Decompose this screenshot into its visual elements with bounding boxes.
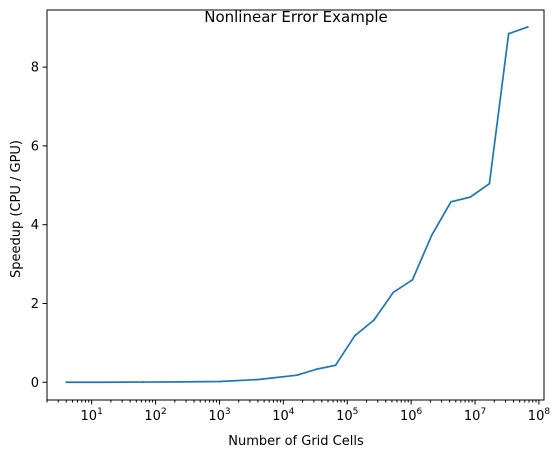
x-tick-label: 106: [400, 407, 423, 424]
data-point: [508, 33, 510, 35]
x-tick-label: 103: [208, 407, 230, 424]
data-point: [181, 381, 183, 383]
x-tick-label: 104: [272, 407, 295, 424]
data-point: [431, 234, 433, 236]
data-point: [354, 335, 356, 337]
plot-area: [65, 26, 528, 383]
data-point: [469, 196, 471, 198]
y-tick-label: 0: [31, 376, 39, 391]
data-point: [296, 374, 298, 376]
x-tick-label: 101: [81, 407, 103, 424]
x-axis-label: Number of Grid Cells: [228, 434, 364, 449]
data-point: [142, 381, 144, 383]
y-axis-label: Speedup (CPU / GPU): [9, 140, 24, 278]
data-point: [373, 319, 375, 321]
plot-frame: [47, 10, 544, 400]
data-point: [412, 279, 414, 281]
y-tick-label: 8: [31, 61, 39, 76]
y-tick-label: 4: [31, 218, 39, 233]
data-point: [335, 364, 337, 366]
chart-title: Nonlinear Error Example: [204, 8, 388, 26]
x-tick-label: 102: [144, 407, 166, 424]
x-tick-label: 108: [528, 407, 551, 424]
data-point: [258, 379, 260, 381]
y-tick-label: 6: [31, 139, 39, 154]
data-point: [315, 368, 317, 370]
data-point: [219, 381, 221, 383]
data-point: [450, 201, 452, 203]
data-point: [489, 183, 491, 185]
data-point: [104, 381, 106, 383]
data-point: [65, 381, 67, 383]
y-tick-label: 2: [31, 297, 39, 312]
series-line: [66, 27, 528, 382]
data-point: [527, 26, 529, 28]
data-point: [392, 292, 394, 294]
x-tick-label: 107: [464, 407, 486, 424]
x-tick-label: 105: [336, 407, 358, 424]
